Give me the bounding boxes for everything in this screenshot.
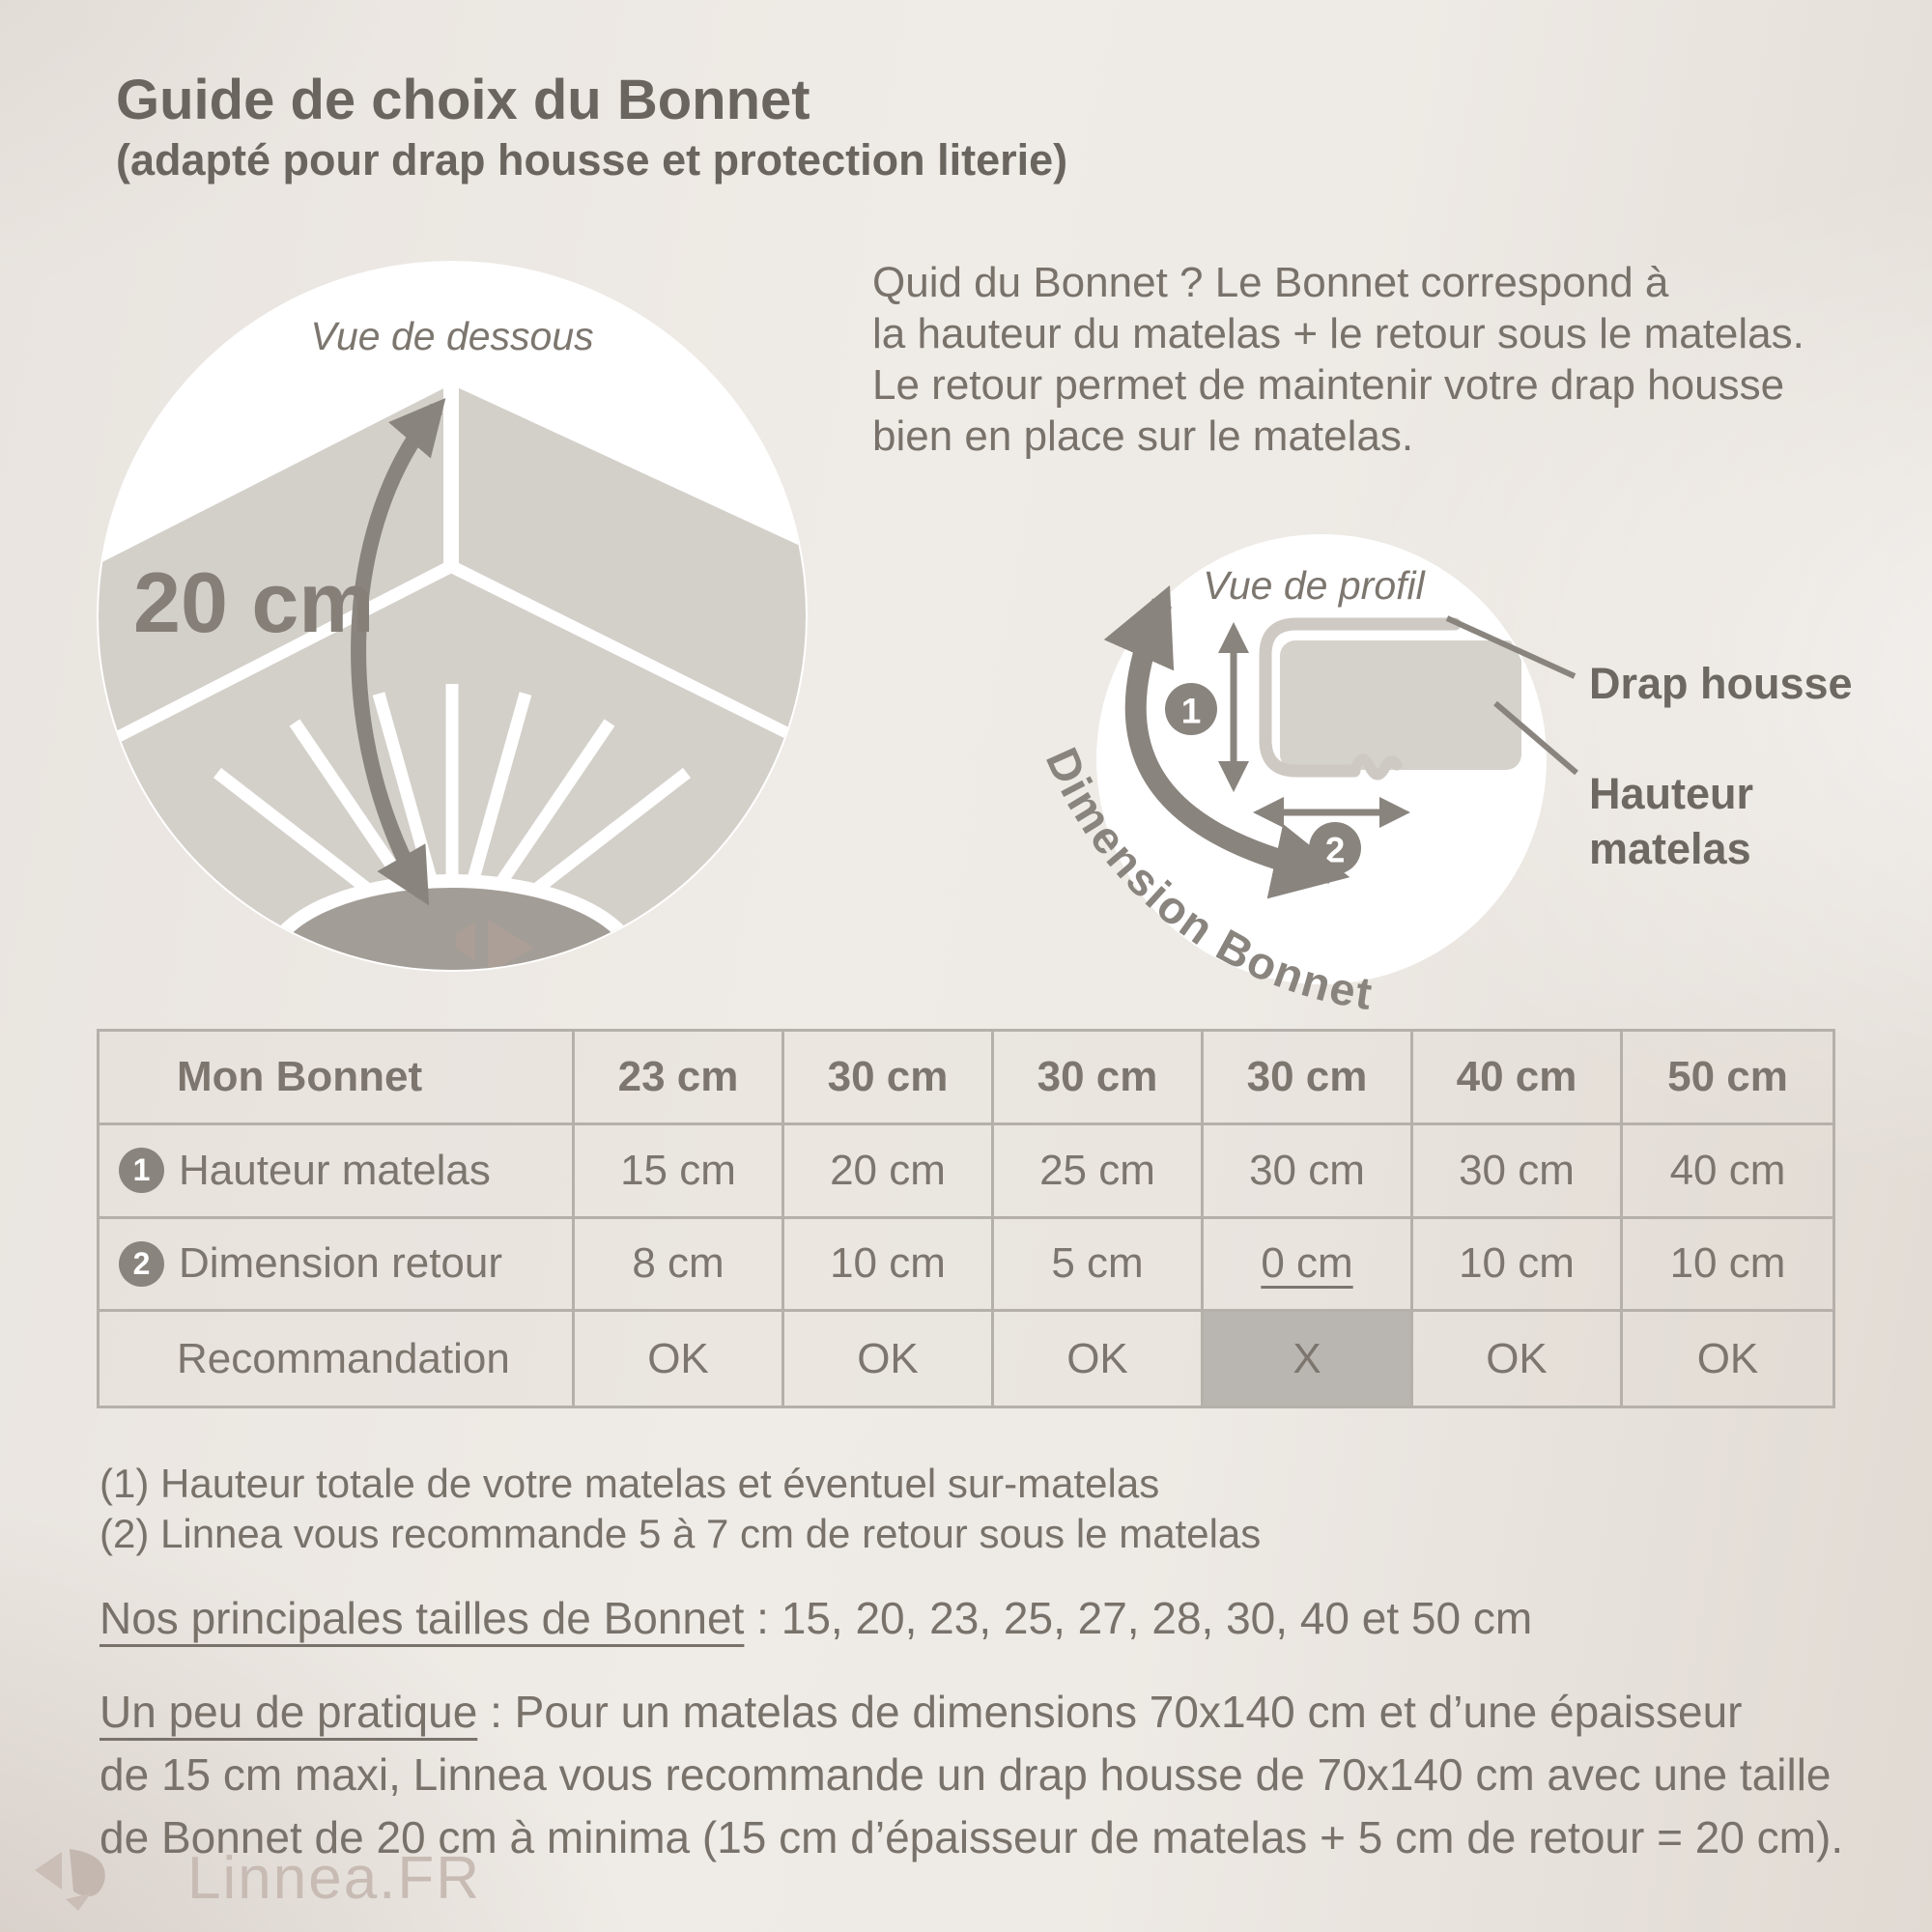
mattress-profile-rect bbox=[1280, 640, 1521, 770]
mattress-underside-panel bbox=[99, 562, 806, 970]
profile-circle bbox=[1096, 534, 1547, 984]
table-row-hauteur-label: 1 Hauteur matelas bbox=[99, 1124, 575, 1219]
elastic-opening-ellipse bbox=[262, 874, 642, 970]
table-header-col3: 30 cm bbox=[994, 1032, 1204, 1125]
table-row-recommandation-label: Recommandation bbox=[99, 1312, 575, 1406]
linnea-logo-text: Linnea.FR bbox=[187, 1844, 482, 1912]
watermark-logo-icon bbox=[488, 920, 534, 970]
marker-1-badge bbox=[1165, 683, 1217, 735]
sizes-line: Nos principales tailles de Bonnet : 15, … bbox=[99, 1592, 1532, 1644]
table-cell: 30 cm bbox=[1413, 1124, 1623, 1219]
table-cell: 10 cm bbox=[784, 1218, 994, 1313]
linnea-logo-icon bbox=[35, 1849, 105, 1911]
table-cell: OK bbox=[1696, 1334, 1759, 1382]
row-label-text: Dimension retour bbox=[179, 1239, 503, 1288]
table-cell: 40 cm bbox=[1623, 1125, 1833, 1219]
bonnet-table: Mon Bonnet 23 cm 30 cm 30 cm 30 cm 40 cm… bbox=[97, 1029, 1835, 1408]
sizes-heading: Nos principales tailles de Bonnet bbox=[99, 1593, 745, 1643]
sheet-elastic-squiggle bbox=[1349, 753, 1403, 781]
label-hauteur-matelas: Hauteur matelas bbox=[1589, 769, 1754, 873]
bottom-view-caption: Vue de dessous bbox=[310, 314, 593, 358]
footnote-1: (1) Hauteur totale de votre matelas et é… bbox=[99, 1461, 1160, 1506]
linnea-logo: Linnea.FR bbox=[29, 1839, 481, 1917]
table-header-col6: 50 cm bbox=[1623, 1032, 1833, 1125]
bonnet-measure-value: 20 cm bbox=[133, 554, 375, 650]
page-subtitle: (adapté pour drap housse et protection l… bbox=[116, 135, 1068, 185]
bottom-view-figure: Vue de dessous 20 cm bbox=[97, 261, 808, 972]
table-cell: 15 cm bbox=[575, 1124, 784, 1219]
table-cell: 20 cm bbox=[784, 1124, 994, 1219]
table-cell: 30 cm bbox=[1204, 1124, 1413, 1219]
table-header-col4: 30 cm bbox=[1204, 1032, 1413, 1125]
fabric-fold-lines bbox=[213, 684, 691, 960]
callout-line-drap-housse bbox=[1445, 615, 1577, 679]
dimension-bonnet-curved-label: Dimension Bonnet bbox=[1037, 740, 1378, 1019]
marker-1-number: 1 bbox=[1181, 692, 1202, 731]
marker-2-number: 2 bbox=[1325, 831, 1346, 870]
table-cell-zero-underlined: 0 cm bbox=[1204, 1218, 1413, 1313]
mattress-right-panel bbox=[449, 373, 806, 789]
table-cell: 10 cm bbox=[1623, 1219, 1833, 1313]
table-row-retour-label: 2 Dimension retour bbox=[99, 1218, 575, 1313]
table-cell: 10 cm bbox=[1413, 1218, 1623, 1313]
label-drap-housse: Drap housse bbox=[1589, 659, 1853, 708]
practice-paragraph: Un peu de pratique : Pour un matelas de … bbox=[99, 1681, 1858, 1869]
table-header-col2: 30 cm bbox=[784, 1032, 994, 1125]
marker-2-badge bbox=[1309, 822, 1361, 874]
table-cell: OK bbox=[1413, 1312, 1623, 1406]
fitted-sheet-outline bbox=[1259, 617, 1462, 778]
row-label-text: Hauteur matelas bbox=[179, 1146, 491, 1194]
sizes-list: : 15, 20, 23, 25, 27, 28, 30, 40 et 50 c… bbox=[744, 1593, 1533, 1643]
practice-heading: Un peu de pratique bbox=[99, 1687, 478, 1737]
table-cell: 5 cm bbox=[994, 1218, 1204, 1313]
row-marker-2-icon: 2 bbox=[119, 1240, 164, 1287]
table-header-col1: 23 cm bbox=[575, 1032, 784, 1125]
bonnet-measure-arrow bbox=[351, 398, 446, 906]
row-marker-1-icon: 1 bbox=[119, 1148, 164, 1194]
table-cell: 25 cm bbox=[994, 1124, 1204, 1219]
profile-figure: 1 2 Vue de profil Dimension Bonnet bbox=[1037, 534, 1578, 1019]
table-cell: OK bbox=[575, 1312, 784, 1406]
page-title: Guide de choix du Bonnet bbox=[116, 69, 810, 131]
table-cell: OK bbox=[994, 1312, 1204, 1406]
footnote-2: (2) Linnea vous recommande 5 à 7 cm de r… bbox=[99, 1511, 1262, 1556]
mattress-left-panel bbox=[99, 372, 453, 795]
intro-paragraph: Quid du Bonnet ? Le Bonnet correspond à … bbox=[872, 259, 1804, 460]
callout-line-hauteur-matelas bbox=[1493, 700, 1578, 776]
table-header-mon-bonnet: Mon Bonnet bbox=[99, 1032, 575, 1125]
table-cell: OK bbox=[784, 1312, 994, 1406]
dimension-bonnet-arrow bbox=[1103, 584, 1350, 899]
table-cell-not-recommended: X bbox=[1204, 1312, 1413, 1406]
profile-caption: Vue de profil bbox=[1203, 563, 1426, 608]
table-cell: 8 cm bbox=[575, 1218, 784, 1313]
table-header-col5: 40 cm bbox=[1413, 1032, 1623, 1125]
bottom-view-circle bbox=[97, 261, 808, 972]
practice-text: : Pour un matelas de dimensions 70x140 c… bbox=[99, 1687, 1844, 1862]
